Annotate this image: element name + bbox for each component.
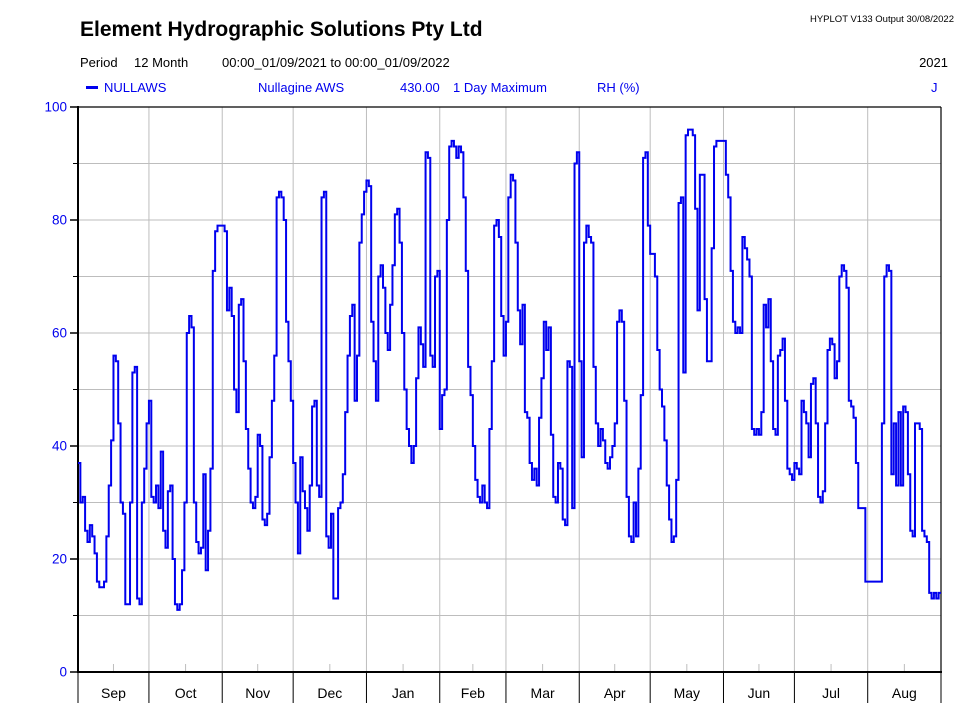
rh-series-line: [78, 128, 941, 611]
month-label: Oct: [175, 685, 197, 701]
gridlines: [78, 107, 941, 672]
legend-station-number: 430.00: [400, 80, 440, 95]
month-label: Jul: [822, 685, 840, 701]
legend-row: NULLAWS Nullagine AWS 430.00 1 Day Maxim…: [0, 80, 968, 96]
month-label: Dec: [317, 685, 342, 701]
month-label: Mar: [531, 685, 555, 701]
page-title: Element Hydrographic Solutions Pty Ltd: [80, 18, 483, 41]
legend-variable: RH (%): [597, 80, 640, 95]
y-tick-label: 20: [52, 552, 67, 567]
axis-labels: 0 20 40 60 80 100 Sep Oct Nov Dec Jan Feb Mar Apr May J…: [44, 100, 916, 702]
month-label: Sep: [101, 685, 126, 701]
legend-line-swatch-icon: [86, 86, 98, 89]
axis-ticks: [70, 106, 905, 673]
hyplot-version-stamp: HYPLOT V133 Output 30/08/2022: [809, 14, 954, 25]
legend-quality-code: J: [931, 80, 938, 95]
month-label: May: [674, 685, 700, 701]
y-tick-label: 0: [59, 665, 67, 680]
period-year: 2021: [919, 55, 948, 70]
period-date-range: 00:00_01/09/2021 to 00:00_01/09/2022: [222, 55, 450, 70]
month-label: Jan: [392, 685, 415, 701]
axes: [77, 106, 942, 703]
y-tick-label: 100: [44, 100, 67, 115]
month-label: Aug: [892, 685, 917, 701]
period-duration: 12 Month: [134, 55, 189, 70]
legend-station-name: Nullagine AWS: [258, 80, 345, 95]
y-tick-label: 80: [52, 213, 67, 228]
month-label: Nov: [245, 685, 270, 701]
month-label: Apr: [604, 685, 626, 701]
y-tick-label: 60: [52, 326, 67, 341]
y-tick-label: 40: [52, 439, 67, 454]
legend-aggregation: 1 Day Maximum: [453, 80, 547, 95]
legend-station-id: NULLAWS: [104, 80, 167, 95]
period-row: Period 12 Month 00:00_01/09/2021 to 00:0…: [0, 55, 968, 71]
month-label: Feb: [461, 685, 485, 701]
month-label: Jun: [748, 685, 771, 701]
period-label: Period: [80, 55, 118, 70]
